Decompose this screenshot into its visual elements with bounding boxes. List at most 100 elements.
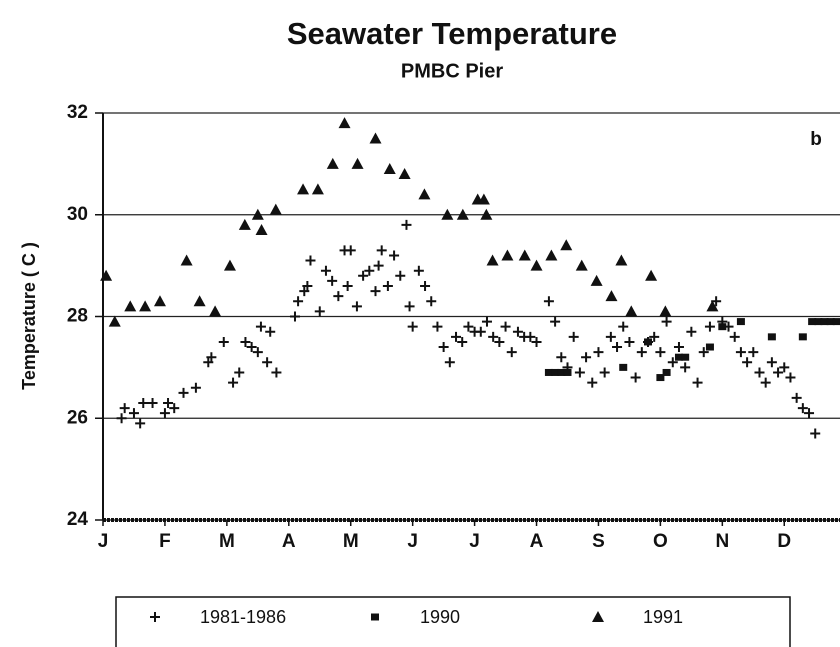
triangle-marker (418, 188, 431, 200)
legend-label: 1981-1986 (200, 607, 286, 627)
plus-marker (667, 357, 678, 368)
plus-marker (119, 403, 130, 414)
plus-marker (481, 316, 492, 327)
square-marker (371, 613, 379, 621)
plus-marker (345, 245, 356, 256)
plus-marker (364, 265, 375, 276)
triangle-marker (153, 295, 166, 307)
triangle-marker (297, 183, 310, 195)
x-tick-label: M (343, 531, 359, 552)
plus-marker (804, 408, 815, 419)
y-axis-label: Temperature ( C ) (19, 242, 39, 390)
plus-marker (692, 377, 703, 388)
x-tick-label: J (469, 531, 480, 552)
plus-marker (463, 321, 474, 332)
plus-marker (299, 286, 310, 297)
x-tick-label: A (282, 531, 296, 552)
plus-marker (773, 367, 784, 378)
plus-marker (293, 296, 304, 307)
triangle-marker (100, 269, 113, 281)
plus-marker (438, 342, 449, 353)
plus-marker (630, 372, 641, 383)
plus-marker (754, 367, 765, 378)
plus-marker (159, 408, 170, 419)
triangle-marker (575, 259, 588, 271)
plus-marker (252, 347, 263, 358)
triangle-marker (592, 611, 604, 622)
triangle-marker (255, 224, 268, 236)
triangle-marker (124, 300, 137, 312)
square-marker (656, 374, 665, 382)
triangle-marker (441, 208, 454, 220)
plus-marker (401, 219, 412, 230)
chart-title: Seawater Temperature (287, 16, 617, 51)
plus-marker (661, 316, 672, 327)
plus-marker (581, 352, 592, 363)
square-marker (644, 338, 653, 346)
plus-marker (655, 347, 666, 358)
triangle-marker (456, 208, 469, 220)
plus-marker (218, 336, 229, 347)
y-tick-label: 26 (67, 407, 88, 428)
square-marker (826, 318, 835, 326)
plus-marker (320, 265, 331, 276)
plus-marker (525, 331, 536, 342)
triangle-marker (251, 208, 264, 220)
x-tick-label: F (159, 531, 171, 552)
square-marker (814, 318, 823, 326)
triangle-marker (480, 208, 493, 220)
square-marker (718, 323, 727, 331)
triangle-marker (180, 254, 193, 266)
plus-marker (169, 403, 180, 414)
plus-marker (649, 331, 660, 342)
plus-marker (797, 403, 808, 414)
triangle-marker (193, 295, 206, 307)
plus-marker (413, 265, 424, 276)
plus-marker (265, 326, 276, 337)
plus-marker (342, 280, 353, 291)
plus-marker (147, 397, 158, 408)
plus-marker (302, 280, 313, 291)
square-marker (551, 368, 560, 376)
plus-marker (314, 306, 325, 317)
plus-marker (404, 301, 415, 312)
plus-marker (494, 336, 505, 347)
plus-marker (432, 321, 443, 332)
plus-marker (742, 357, 753, 368)
square-marker (736, 318, 745, 326)
square-marker (767, 333, 776, 341)
plus-marker (550, 316, 561, 327)
plus-marker (673, 342, 684, 353)
legend-box (115, 596, 791, 647)
plus-marker (255, 321, 266, 332)
square-marker (705, 343, 714, 351)
plus-marker (698, 347, 709, 358)
plus-marker (135, 418, 146, 429)
plus-marker (138, 397, 149, 408)
triangle-marker (383, 162, 396, 174)
plus-marker (333, 291, 344, 302)
x-tick-label: A (530, 531, 544, 552)
legend-label: 1991 (643, 607, 683, 627)
plus-marker (791, 392, 802, 403)
plus-marker (444, 357, 455, 368)
triangle-marker (530, 259, 543, 271)
plus-marker (680, 362, 691, 373)
triangle-marker (645, 269, 658, 281)
triangle-marker (311, 183, 324, 195)
plus-marker (810, 428, 821, 439)
triangle-marker (545, 249, 558, 261)
plus-marker (246, 342, 257, 353)
triangle-marker (398, 168, 411, 180)
plus-marker (785, 372, 796, 383)
triangle-marker (706, 300, 719, 312)
plus-marker (475, 326, 486, 337)
plus-marker (760, 377, 771, 388)
plus-marker (382, 280, 393, 291)
plus-marker (150, 612, 160, 622)
plus-marker (262, 357, 273, 368)
triangle-marker (338, 117, 351, 129)
triangle-marker (108, 315, 121, 327)
plus-marker (531, 336, 542, 347)
plus-marker (206, 352, 217, 363)
